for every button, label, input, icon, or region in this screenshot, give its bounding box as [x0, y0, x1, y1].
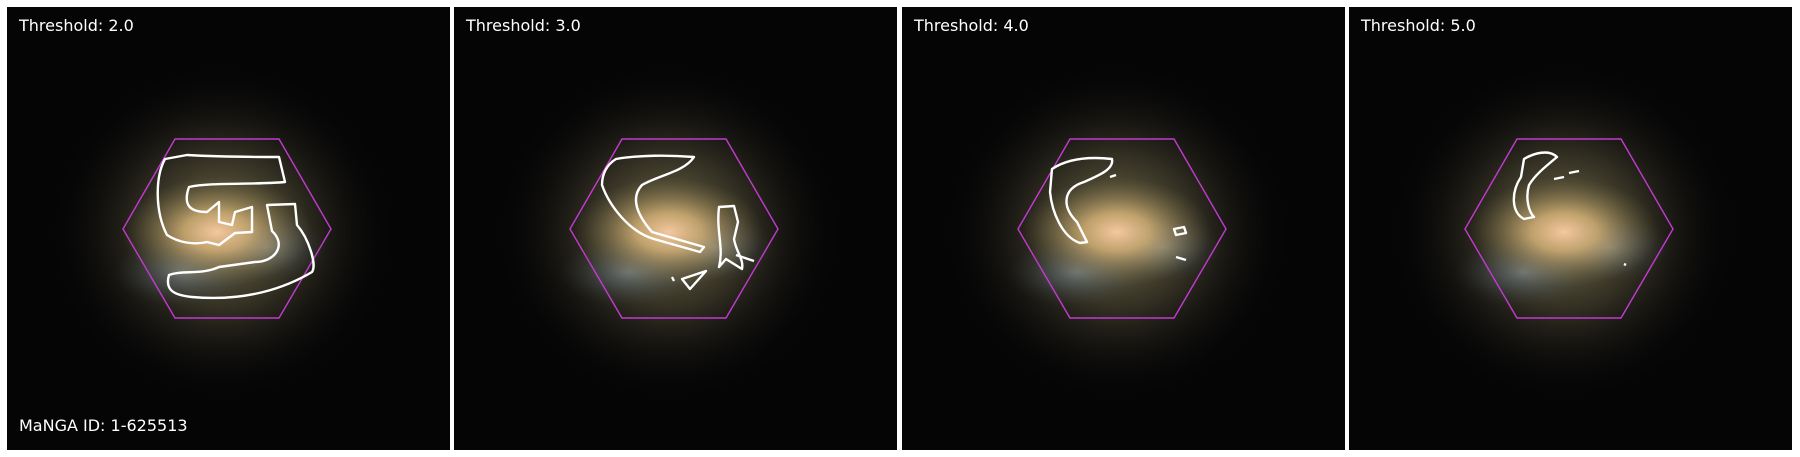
ifu-hexagon	[1017, 138, 1227, 319]
panel-threshold-3: Threshold: 3.0	[454, 7, 897, 450]
contour-lines	[600, 154, 755, 291]
contour-lines	[1048, 156, 1188, 262]
galaxy-image	[1349, 7, 1792, 450]
galaxy-core	[122, 177, 312, 287]
galaxy-core	[1469, 177, 1659, 287]
threshold-label: Threshold: 4.0	[914, 16, 1029, 35]
galaxy-image	[454, 7, 897, 450]
galaxy-core	[574, 177, 764, 287]
threshold-label: Threshold: 5.0	[1361, 16, 1476, 35]
contour-lines	[156, 153, 315, 300]
galaxy-core	[1022, 177, 1212, 287]
ifu-hexagon	[569, 138, 779, 319]
threshold-label: Threshold: 2.0	[19, 16, 134, 35]
galaxy-id-label: MaNGA ID: 1-625513	[19, 416, 188, 435]
panel-threshold-2: Threshold: 2.0 MaNGA ID: 1-625513	[7, 7, 450, 450]
panel-threshold-4: Threshold: 4.0	[902, 7, 1345, 450]
threshold-label: Threshold: 3.0	[466, 16, 581, 35]
galaxy-image	[902, 7, 1345, 450]
ifu-hexagon	[122, 138, 332, 319]
panel-threshold-5: Threshold: 5.0	[1349, 7, 1792, 450]
contour-lines	[1512, 151, 1627, 267]
galaxy-image	[7, 7, 450, 450]
ifu-hexagon	[1464, 138, 1674, 319]
